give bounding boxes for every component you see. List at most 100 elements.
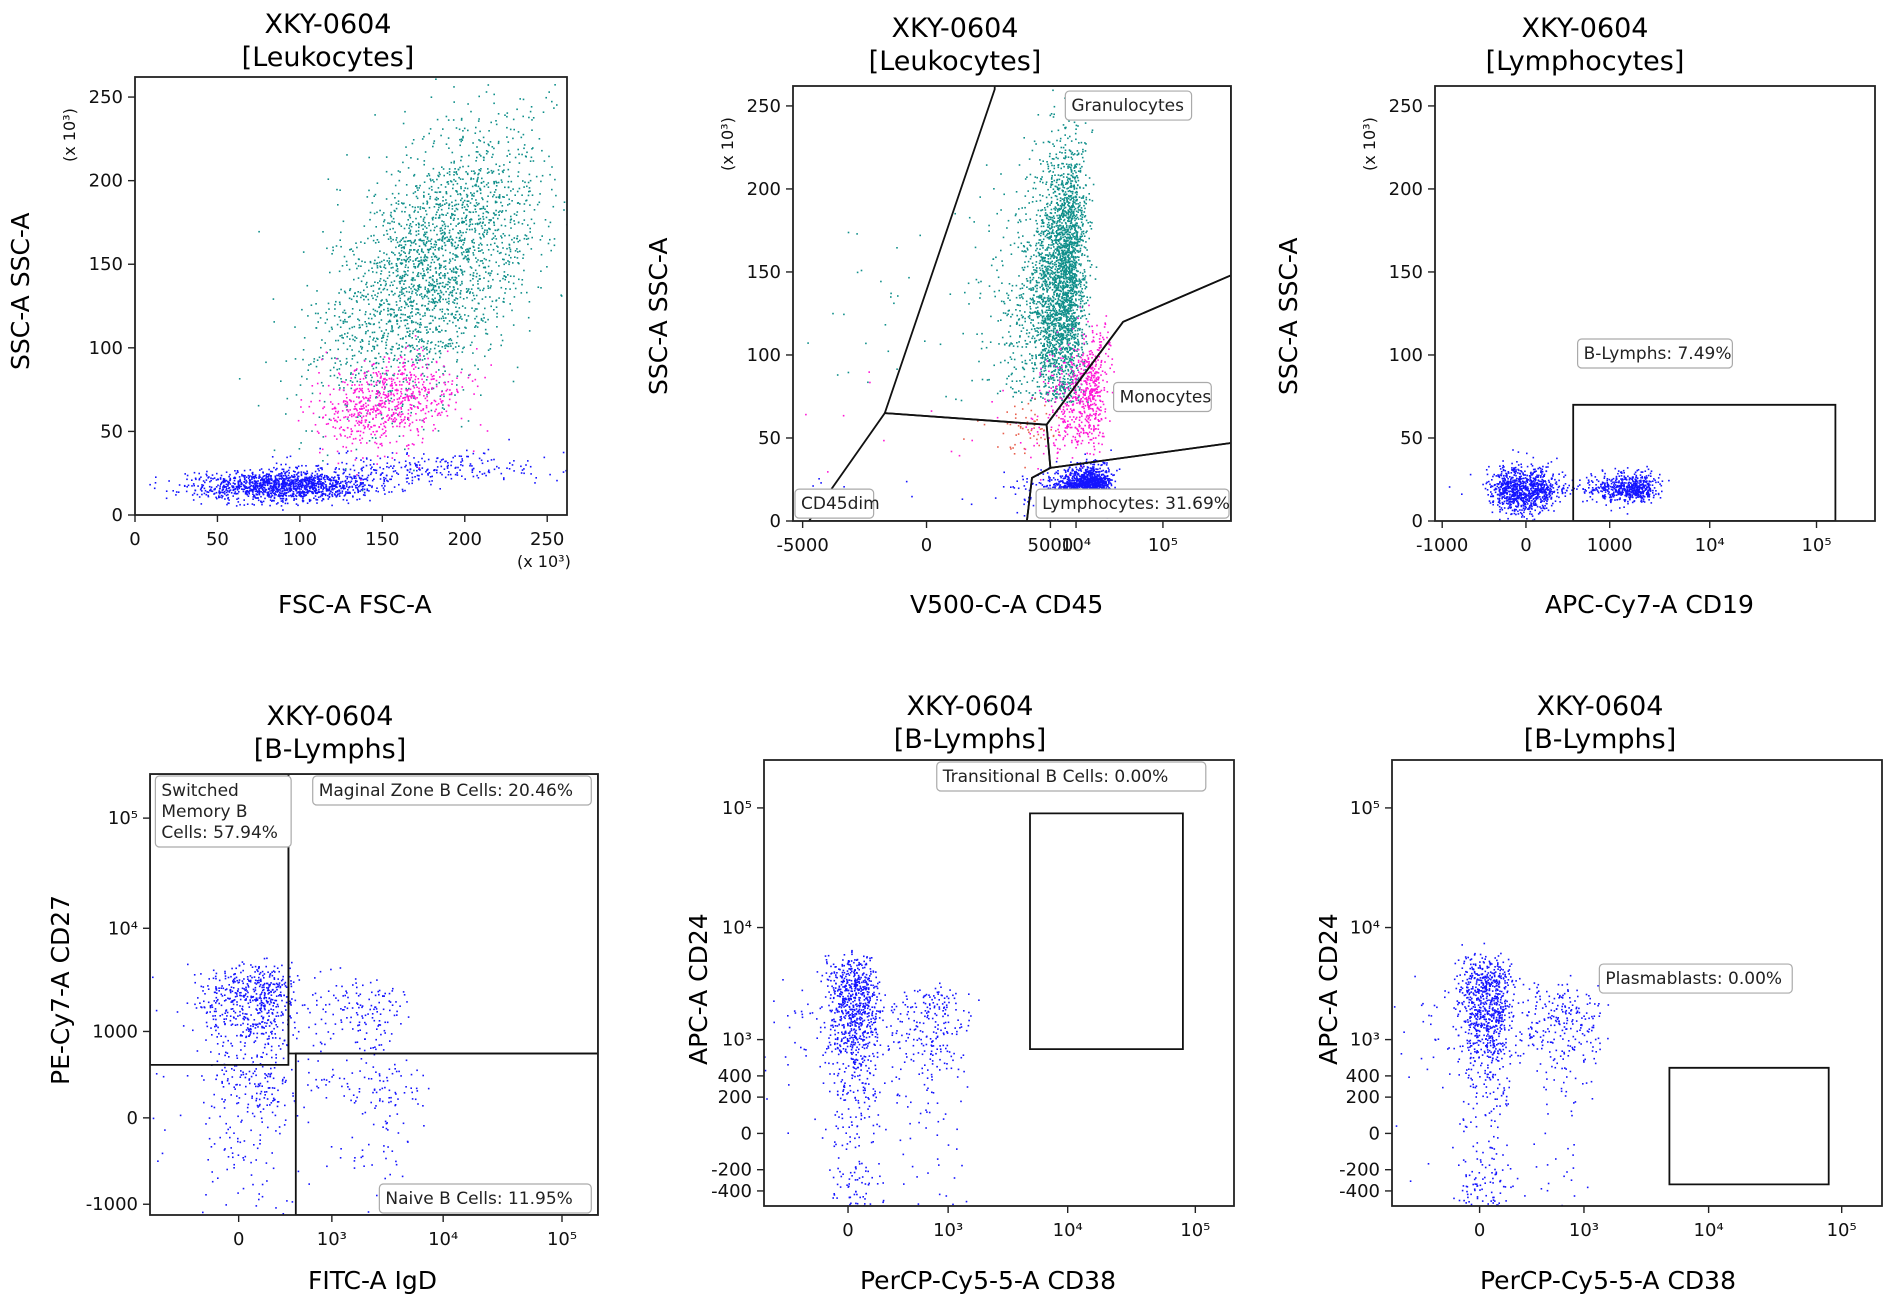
event-point: [392, 359, 395, 361]
event-point: [384, 406, 387, 409]
event-point: [457, 391, 459, 394]
event-point: [455, 207, 458, 210]
event-point: [318, 399, 321, 402]
event-point: [402, 313, 404, 316]
event-point: [461, 458, 463, 460]
event-point: [447, 404, 450, 406]
event-point: [326, 454, 329, 457]
event-point: [329, 492, 331, 495]
event-point: [1056, 397, 1058, 399]
event-point: [439, 297, 441, 299]
event-point: [562, 471, 565, 473]
event-point: [480, 168, 482, 170]
event-point: [554, 84, 556, 86]
event-point: [480, 155, 482, 157]
event-point: [346, 450, 349, 452]
event-point: [443, 223, 446, 225]
event-point: [400, 466, 403, 469]
event-point: [349, 436, 351, 438]
event-point: [503, 218, 506, 221]
event-point: [333, 374, 336, 377]
event-point: [432, 288, 434, 290]
event-point: [408, 224, 411, 227]
event-point: [455, 171, 458, 173]
event-point: [213, 477, 216, 479]
event-point: [453, 217, 455, 220]
event-point: [421, 340, 424, 342]
event-point: [360, 352, 362, 354]
event-point: [266, 484, 269, 486]
event-point: [478, 202, 480, 205]
event-point: [434, 344, 437, 346]
event-point: [360, 482, 363, 484]
event-point: [1047, 269, 1049, 271]
event-point: [549, 473, 551, 476]
event-point: [314, 470, 317, 473]
event-point: [349, 338, 351, 340]
event-point: [385, 430, 387, 432]
event-point: [520, 465, 522, 468]
event-point: [513, 460, 515, 462]
event-point: [436, 469, 438, 471]
event-point: [355, 369, 358, 371]
event-point: [264, 497, 266, 500]
event-point: [455, 306, 457, 308]
event-point: [424, 225, 426, 228]
event-point: [381, 386, 383, 389]
event-point: [349, 414, 351, 416]
event-point: [378, 321, 380, 324]
event-point: [442, 281, 444, 284]
event-point: [353, 278, 355, 281]
event-point: [315, 365, 318, 368]
event-point: [422, 228, 424, 230]
event-point: [286, 489, 289, 491]
event-point: [469, 292, 471, 295]
event-point: [327, 178, 330, 180]
event-point: [350, 298, 353, 301]
event-point: [445, 115, 448, 118]
event-point: [384, 426, 387, 429]
event-point: [365, 405, 368, 408]
y-tick-label: 50: [100, 421, 123, 442]
event-point: [427, 307, 429, 310]
event-point: [322, 407, 324, 410]
event-point: [400, 306, 403, 308]
event-point: [346, 418, 349, 420]
event-point: [527, 237, 530, 240]
event-point: [262, 475, 265, 478]
event-point: [368, 340, 370, 343]
event-point: [512, 118, 515, 121]
event-point: [365, 457, 368, 459]
event-point: [439, 398, 442, 400]
event-point: [322, 486, 325, 489]
event-point: [390, 173, 393, 176]
event-point: [487, 84, 490, 86]
event-point: [338, 389, 341, 391]
event-point: [1054, 261, 1056, 264]
event-point: [432, 145, 434, 148]
event-point: [314, 424, 317, 426]
event-point: [458, 232, 460, 235]
event-point: [299, 384, 302, 386]
event-point: [422, 315, 424, 317]
event-point: [389, 308, 392, 311]
event-point: [443, 408, 445, 410]
event-point: [337, 403, 340, 405]
event-point: [383, 432, 386, 434]
event-point: [273, 480, 275, 483]
event-point: [1029, 173, 1032, 176]
event-point: [291, 495, 293, 497]
event-point: [516, 211, 519, 213]
event-point: [359, 378, 362, 380]
event-point: [431, 402, 433, 404]
event-point: [554, 178, 556, 181]
event-point: [375, 381, 378, 384]
event-point: [1057, 371, 1060, 373]
event-point: [1000, 300, 1003, 303]
event-point: [259, 490, 261, 493]
event-point: [456, 335, 459, 338]
event-point: [448, 373, 451, 376]
event-point: [466, 172, 469, 175]
event-point: [319, 474, 322, 476]
event-point: [361, 437, 364, 440]
